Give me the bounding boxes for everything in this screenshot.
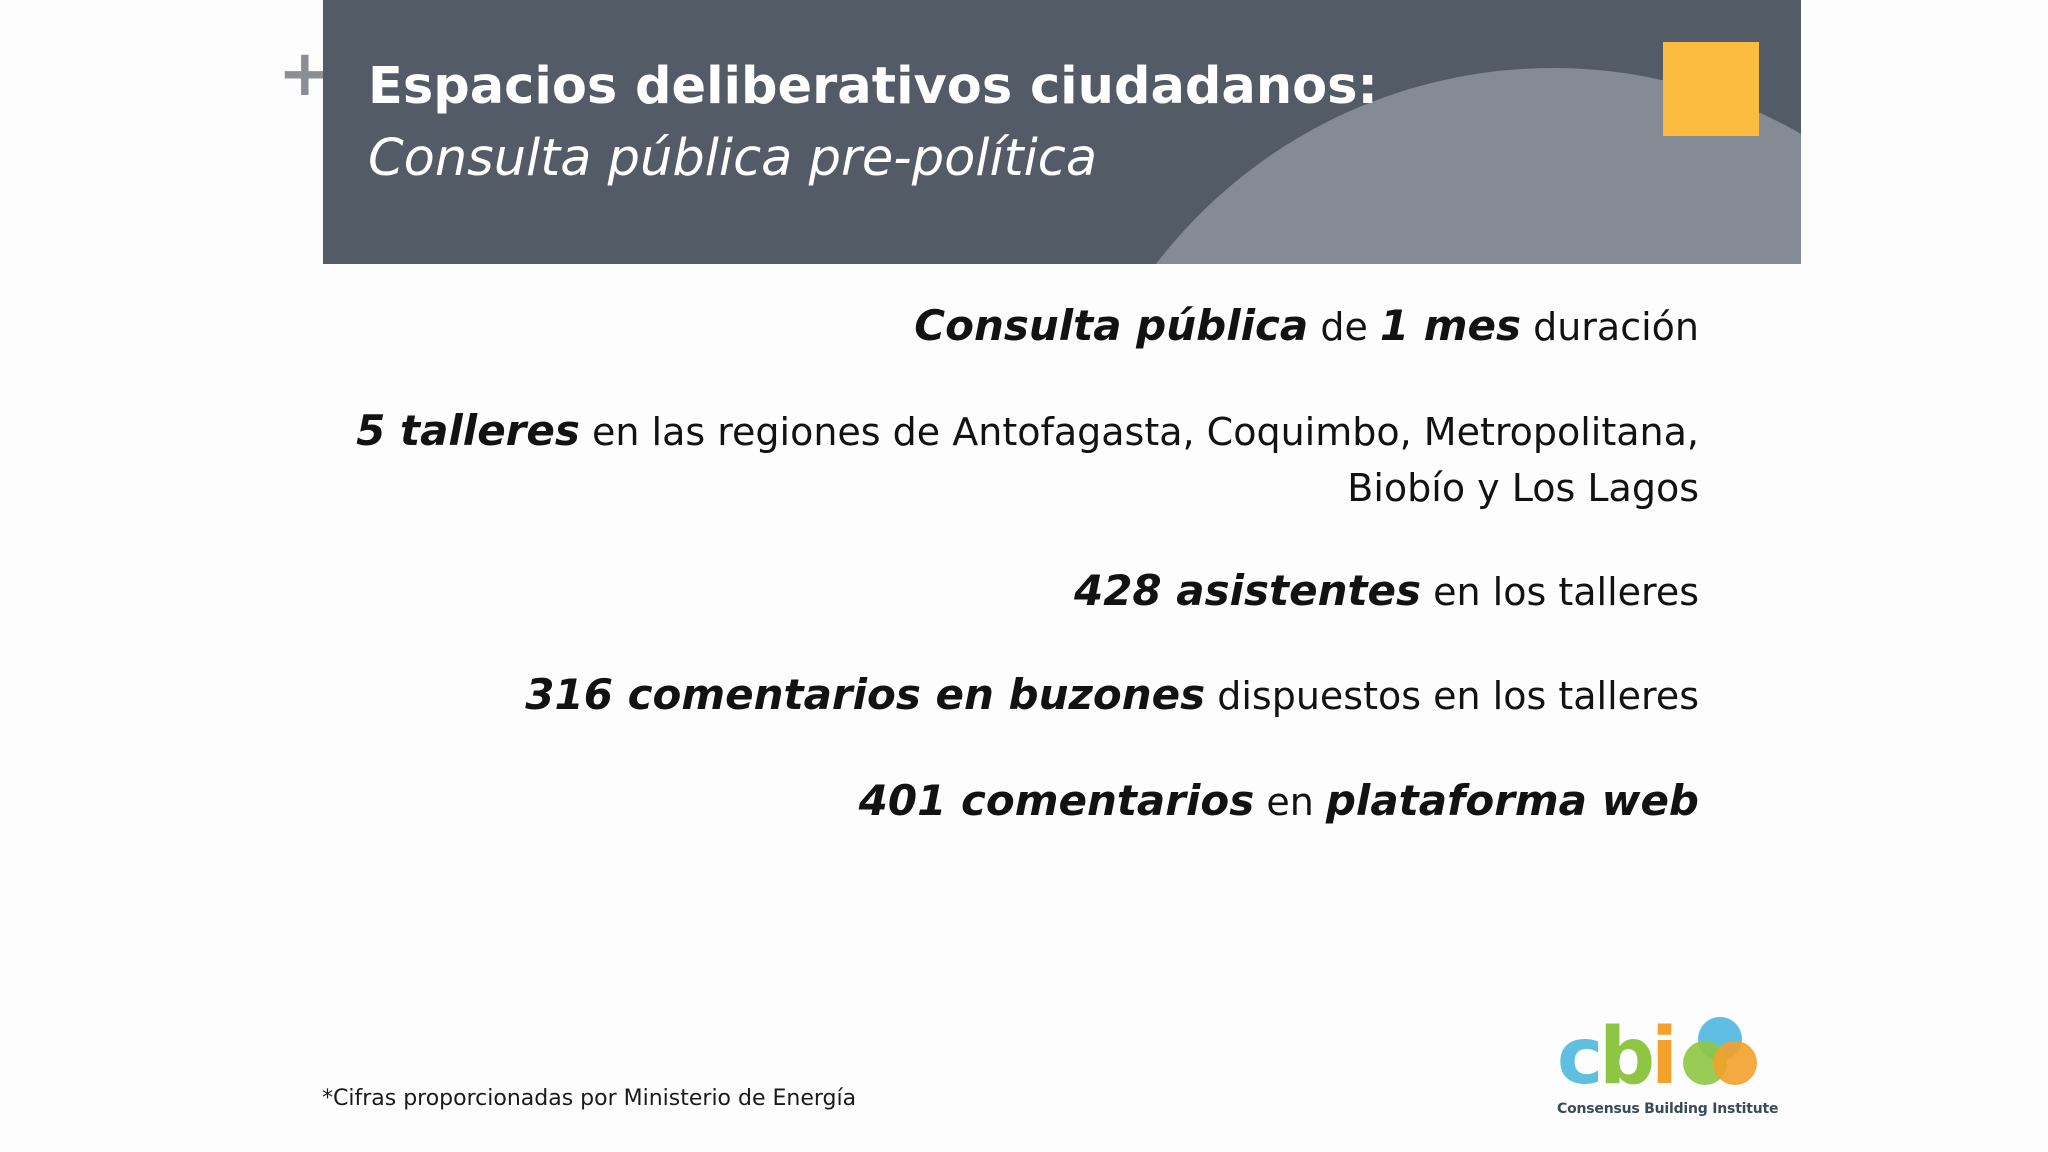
fact-emphasis: Consulta pública xyxy=(914,301,1309,350)
fact-text: en los talleres xyxy=(1421,570,1699,614)
logo-wordmark: cbi xyxy=(1557,1012,1678,1102)
logo-letter-i: i xyxy=(1651,1012,1678,1102)
fact-emphasis: 316 comentarios en buzones xyxy=(525,670,1206,719)
logo-letter-b: b xyxy=(1599,1012,1655,1102)
fact-text: en xyxy=(1254,780,1326,824)
footnote: *Cifras proporcionadas por Ministerio de… xyxy=(322,1086,857,1111)
fact-emphasis: plataforma web xyxy=(1325,776,1699,825)
fact-item-web-comments: 401 comentarios en plataforma web xyxy=(859,773,1699,830)
fact-text: en las regiones de Antofagasta, Coquimbo… xyxy=(579,410,1699,454)
logo-letter-c: c xyxy=(1557,1012,1603,1102)
fact-item-workshops: 5 talleres en las regiones de Antofagast… xyxy=(356,403,1699,460)
fact-text: duración xyxy=(1521,305,1699,349)
accent-square xyxy=(1663,42,1759,136)
plus-icon: + xyxy=(278,37,332,111)
fact-emphasis: 428 asistentes xyxy=(1073,566,1422,615)
fact-item-attendees: 428 asistentes en los talleres xyxy=(1074,563,1699,620)
cbi-logo: cbi Consensus Building Institute xyxy=(1555,1012,1779,1125)
fact-item-workshops-continuation: Biobío y Los Lagos xyxy=(1347,466,1699,510)
fact-item-mailbox-comments: 316 comentarios en buzones dispuestos en… xyxy=(525,667,1699,724)
fact-emphasis: 5 talleres xyxy=(356,406,580,455)
title-band: Espacios deliberativos ciudadanos: Consu… xyxy=(323,0,1801,264)
fact-emphasis: 401 comentarios xyxy=(858,776,1255,825)
slide-subtitle: Consulta pública pre-política xyxy=(368,129,1098,188)
slide-title: Espacios deliberativos ciudadanos: xyxy=(368,57,1378,116)
fact-emphasis: 1 mes xyxy=(1379,301,1522,350)
logo-caption: Consensus Building Institute xyxy=(1557,1101,1779,1117)
fact-text: dispuestos en los talleres xyxy=(1205,674,1699,718)
logo-circles-icon xyxy=(1683,1017,1757,1085)
fact-text: de xyxy=(1308,305,1380,349)
fact-item-duration: Consulta pública de 1 mes duración xyxy=(914,298,1699,355)
